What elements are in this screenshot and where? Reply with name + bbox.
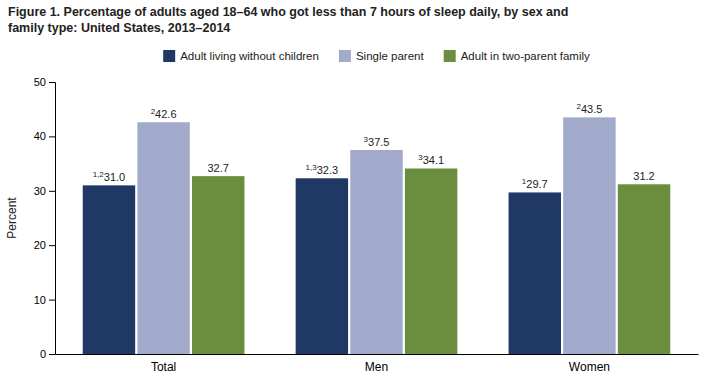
y-tick-mark <box>49 191 55 192</box>
bar <box>137 122 189 354</box>
legend-label: Single parent <box>356 50 425 62</box>
legend-swatch <box>339 50 351 62</box>
bar <box>83 185 135 354</box>
y-tick: 20 <box>34 239 55 251</box>
x-axis: Total Men Women <box>56 355 699 374</box>
y-tick: 10 <box>34 294 55 306</box>
y-tick-mark <box>49 136 55 137</box>
x-tick: Women <box>569 360 610 374</box>
y-tick: 30 <box>34 185 55 197</box>
data-label-value: 32.3 <box>317 164 338 176</box>
x-tick: Men <box>365 360 388 374</box>
y-tick-label: 0 <box>40 348 46 360</box>
data-label-value: 43.5 <box>581 103 602 115</box>
y-tick-mark <box>49 245 55 246</box>
bar <box>405 168 457 354</box>
x-axis-line <box>56 354 699 355</box>
legend-item: Adult living without children <box>163 50 319 62</box>
legend-item: Single parent <box>339 50 425 62</box>
data-label: 337.5 <box>364 135 390 148</box>
bar <box>350 150 402 354</box>
data-label: 129.7 <box>522 177 548 190</box>
title: Figure 1. Percentage of adults aged 18–6… <box>8 5 568 35</box>
y-tick: 50 <box>34 76 55 88</box>
bars <box>83 117 671 354</box>
y-tick-label: 10 <box>34 294 46 306</box>
y-tick: 40 <box>34 130 55 142</box>
data-label-value: 34.1 <box>423 154 444 166</box>
bar <box>618 184 670 354</box>
data-label-value: 29.7 <box>526 178 547 190</box>
x-tick: Total <box>151 360 176 374</box>
legend-swatch <box>163 50 175 62</box>
y-tick-mark <box>49 300 55 301</box>
bar <box>192 176 244 354</box>
y-tick-label: 50 <box>34 76 46 88</box>
y-tick-label: 20 <box>34 239 46 251</box>
y-axis-line <box>49 83 56 355</box>
bar <box>563 117 615 354</box>
y-tick-label: 40 <box>34 130 46 142</box>
data-label: 242.6 <box>151 107 177 120</box>
y-axis-title: Percent <box>5 197 19 239</box>
y-axis: 0 10 20 30 40 50 <box>34 76 56 360</box>
data-label: 1,332.3 <box>306 163 339 176</box>
legend-label: Adult living without children <box>180 50 319 62</box>
data-labels: 1,231.0 1,332.3 129.7 242.6 337.5 243.5 32.7 33… <box>93 102 655 190</box>
y-tick: 0 <box>40 348 55 360</box>
data-label: 334.1 <box>418 153 444 166</box>
data-label: 243.5 <box>576 102 602 115</box>
superscript: 1,2 <box>93 170 105 179</box>
y-tick-mark <box>49 354 55 355</box>
data-label: 1,231.0 <box>93 170 126 183</box>
legend-item: Adult in two-parent family <box>444 50 590 62</box>
x-tick-label: Total <box>151 360 176 374</box>
data-label: 32.7 <box>208 162 229 174</box>
data-label-value: 31.2 <box>633 170 654 182</box>
data-label: 31.2 <box>633 170 654 182</box>
x-tick-label: Men <box>365 360 388 374</box>
legend-swatch <box>444 50 456 62</box>
legend: Adult living without children Single pare… <box>163 50 590 62</box>
x-tick-label: Women <box>569 360 610 374</box>
bar <box>509 192 561 354</box>
bar <box>296 178 348 354</box>
y-tick-label: 30 <box>34 185 46 197</box>
data-label-value: 31.0 <box>104 171 125 183</box>
data-label-value: 42.6 <box>155 108 176 120</box>
data-label-value: 32.7 <box>208 162 229 174</box>
data-label-value: 37.5 <box>368 136 389 148</box>
y-tick-mark <box>49 82 55 83</box>
superscript: 1,3 <box>306 163 318 172</box>
title-line: family type: United States, 2013–2014 <box>8 21 230 35</box>
legend-label: Adult in two-parent family <box>461 50 590 62</box>
title-line: Figure 1. Percentage of adults aged 18–6… <box>8 5 568 19</box>
chart: Figure 1. Percentage of adults aged 18–6… <box>0 0 713 384</box>
